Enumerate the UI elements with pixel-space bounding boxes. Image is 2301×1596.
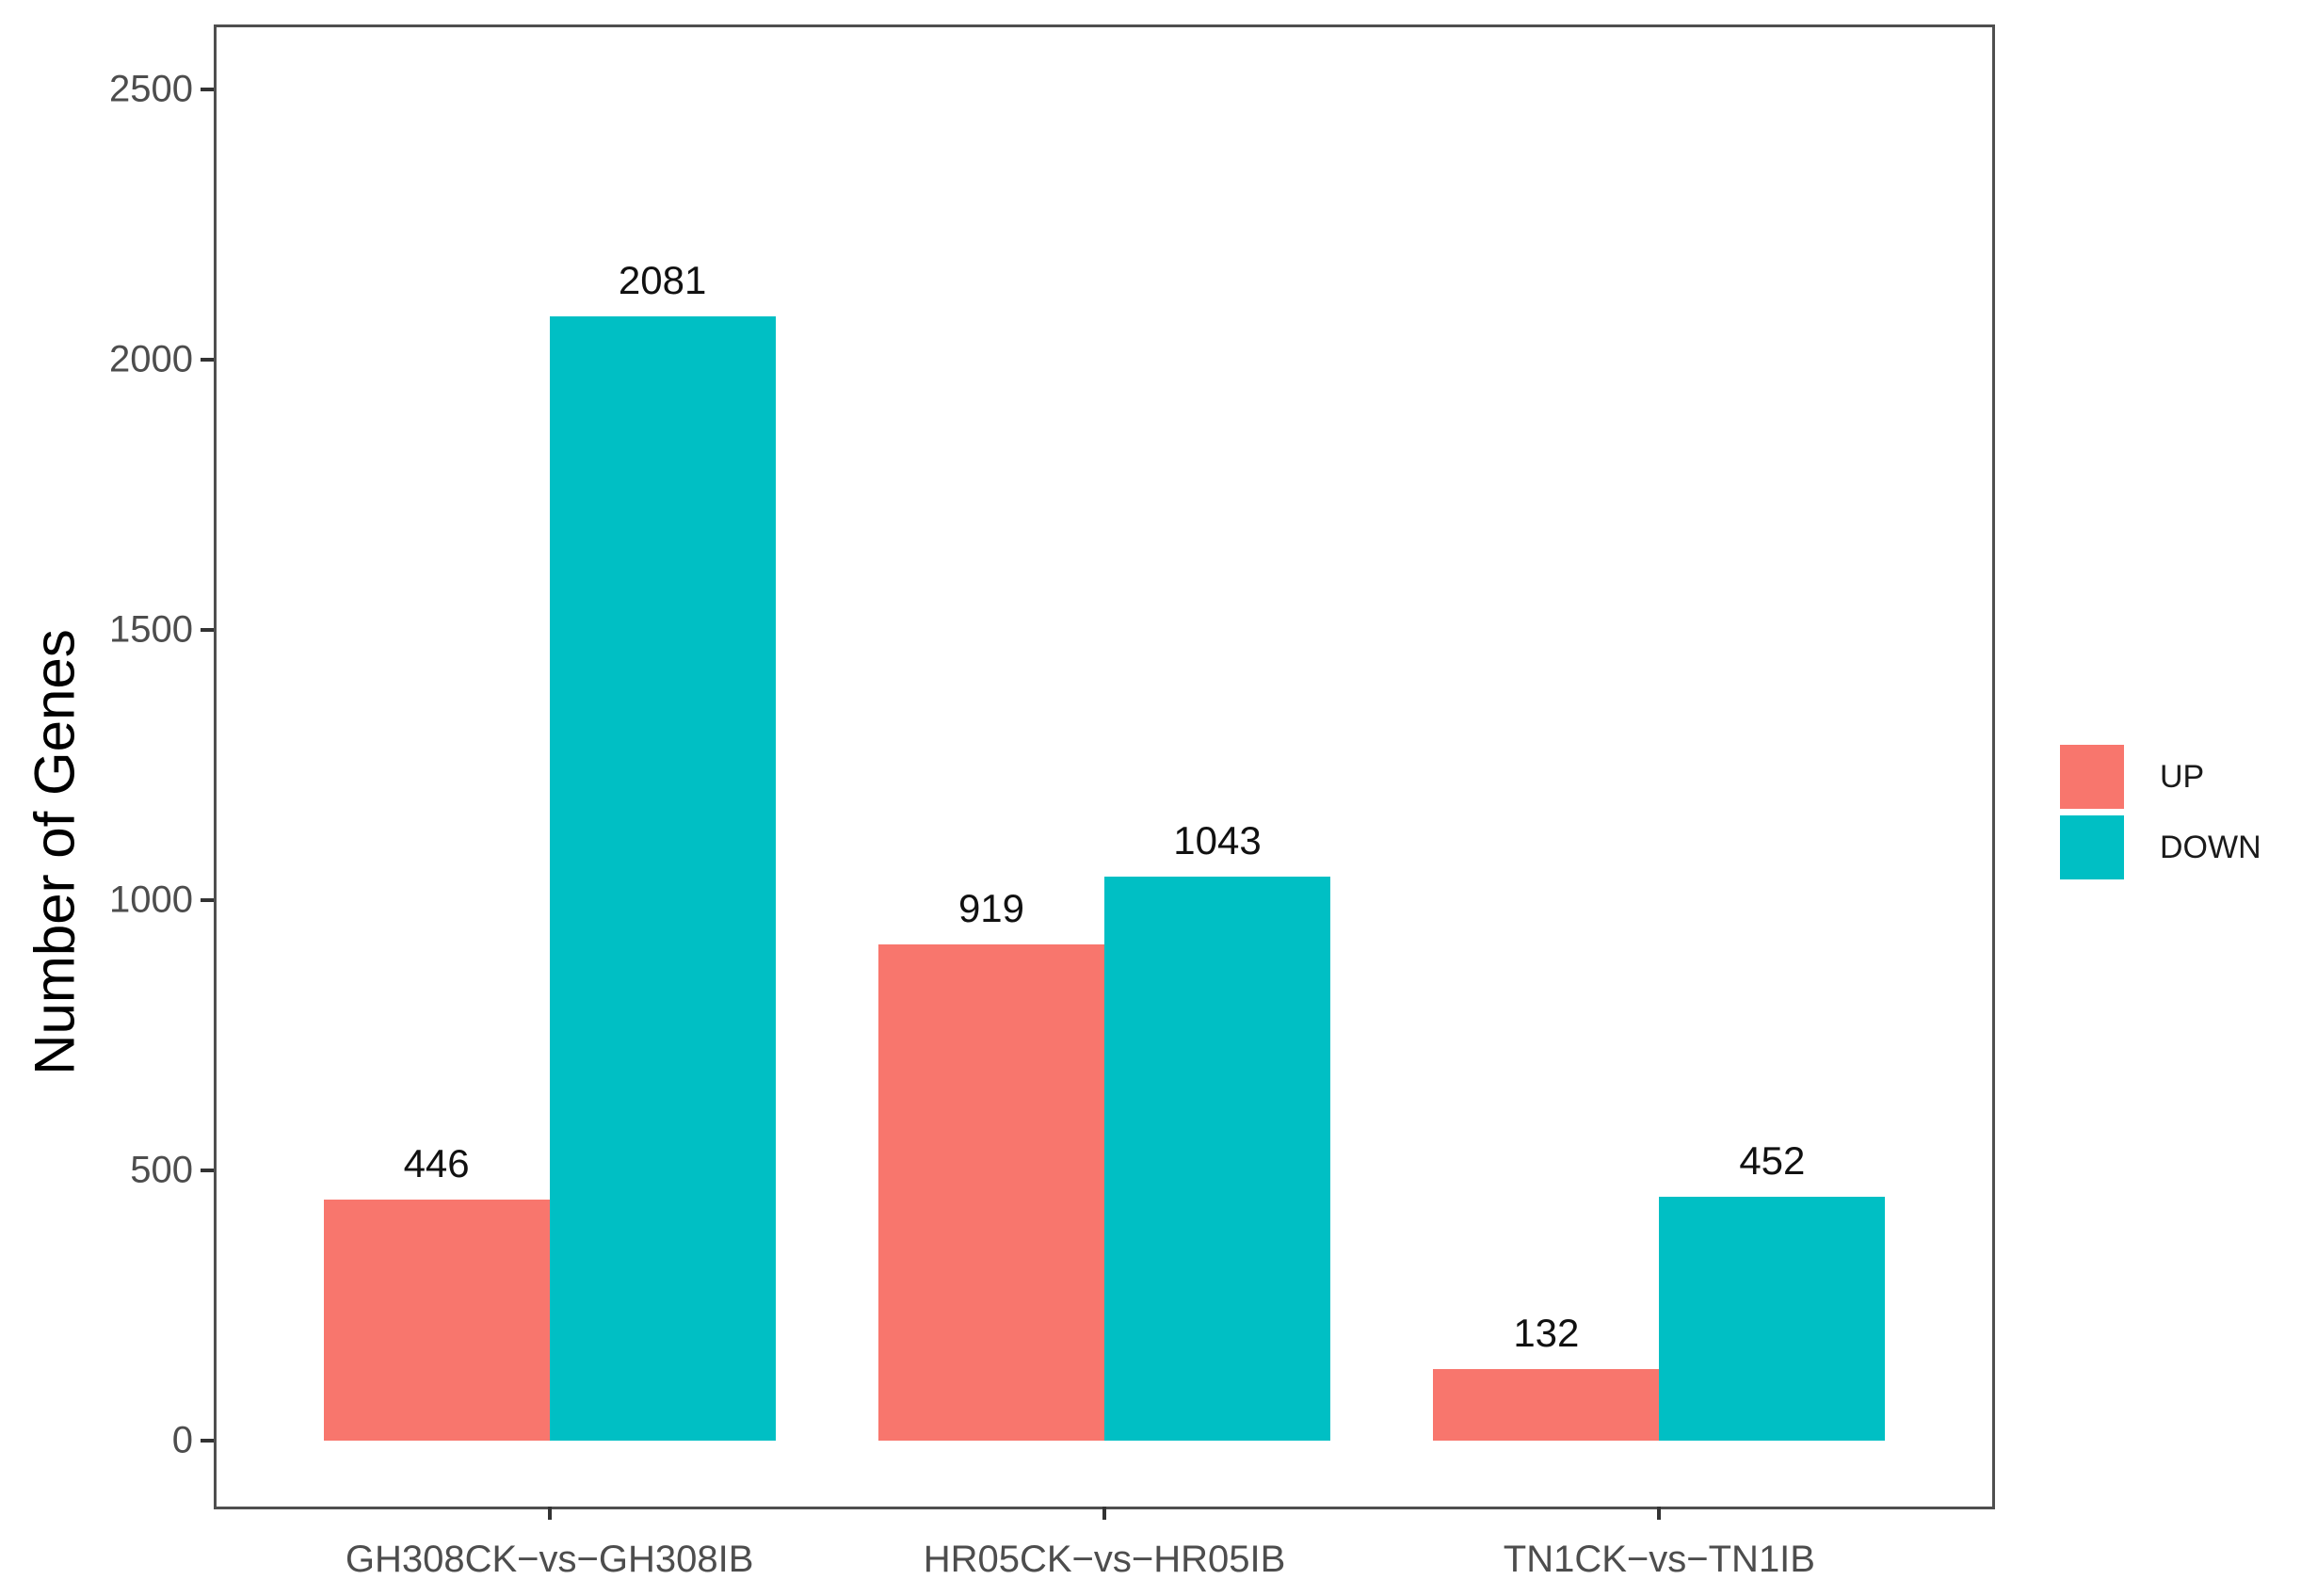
bar-group: 446 2081 [323,27,776,1441]
bar-wrap: 1043 [1104,818,1330,1441]
y-tick-mark [201,1439,214,1443]
bar-value-label: 132 [1513,1311,1580,1356]
x-tick-label: GH308CK−vs−GH308IB [345,1539,754,1580]
y-tick-label: 0 [171,1419,193,1461]
bar-value-label: 1043 [1173,818,1262,863]
x-tick-mark [547,1507,552,1520]
bar-group: 132 452 [1433,27,1886,1441]
y-tick-label: 2500 [109,68,193,110]
bar-wrap: 2081 [549,257,776,1441]
legend-item-up: UP [2060,745,2261,809]
y-tick-label: 2000 [109,338,193,380]
bar-wrap: 132 [1433,1311,1660,1441]
legend: UP DOWN [2060,745,2261,879]
y-tick-mark [201,358,214,362]
legend-label: DOWN [2160,829,2261,865]
bar-group: 919 1043 [878,27,1330,1441]
plot-panel: 0 500 1000 1500 2000 2500 GH308CK−vs−GH308IB 44… [109,24,1995,1580]
y-tick-mark [201,628,214,632]
y-axis-title: Number of Genes [23,629,87,1075]
legend-key-down [2060,815,2124,879]
bar-value-label: 919 [957,885,1025,930]
bar-value-label: 2081 [618,257,707,302]
bar-down-0 [549,315,776,1441]
bar-up-0 [323,1200,550,1441]
legend-item-down: DOWN [2060,815,2261,879]
y-tick-label: 500 [130,1149,193,1191]
bar-wrap: 446 [323,1141,550,1441]
x-tick-mark [1657,1507,1662,1520]
bar-up-1 [878,943,1104,1441]
legend-label: UP [2160,758,2205,795]
y-tick-mark [201,898,214,902]
y-tick-label: 1000 [109,879,193,921]
bar-value-label: 446 [403,1141,470,1185]
x-tick-label: HR05CK−vs−HR05IB [923,1539,1286,1580]
y-tick-label: 1500 [109,608,193,651]
bar-wrap: 919 [878,885,1104,1441]
x-tick-label: TN1CK−vs−TN1IB [1503,1539,1815,1580]
bar-wrap: 452 [1659,1137,1886,1441]
legend-key-up [2060,745,2124,809]
bar-value-label: 452 [1739,1137,1806,1183]
bar-up-2 [1433,1369,1660,1441]
bar-down-2 [1659,1196,1886,1441]
bar-down-1 [1104,877,1330,1441]
x-tick-mark [1102,1507,1106,1520]
y-tick-mark [201,1169,214,1172]
y-tick-mark [201,88,214,91]
